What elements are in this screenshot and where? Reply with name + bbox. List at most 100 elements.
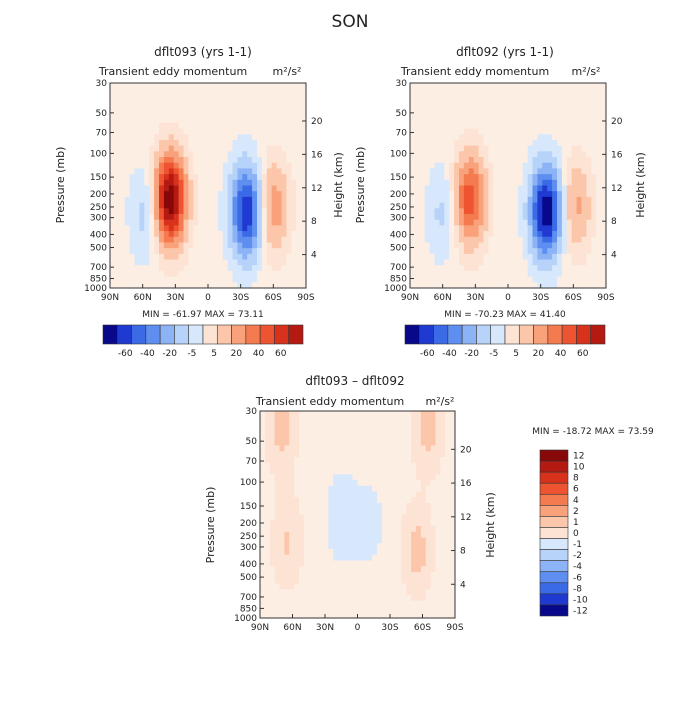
heatmap-cell	[242, 236, 248, 243]
heatmap-cell	[401, 491, 407, 498]
heatmap-cell	[377, 566, 383, 573]
heatmap-cell	[124, 253, 130, 260]
heatmap-cell	[198, 282, 204, 289]
heatmap-cell	[424, 231, 430, 238]
heatmap-cell	[257, 94, 263, 101]
heatmap-cell	[279, 451, 285, 458]
heatmap-cell	[561, 282, 568, 289]
heatmap-cell	[257, 270, 263, 278]
heatmap-cell	[414, 219, 421, 226]
heatmap-cell	[596, 282, 602, 289]
heatmap-cell	[163, 276, 170, 283]
heatmap-cell	[386, 583, 393, 590]
heatmap-cell	[503, 231, 509, 238]
heatmap-cell	[434, 157, 440, 164]
heatmap-cell	[406, 526, 412, 533]
heatmap-cell	[425, 566, 432, 573]
heatmap-cell	[508, 242, 514, 249]
heatmap-cell	[352, 468, 358, 475]
heatmap-cell	[269, 439, 276, 446]
heatmap-cell	[154, 117, 160, 124]
heatmap-cell	[450, 439, 456, 446]
heatmap-cell	[227, 253, 233, 260]
heatmap-cell	[323, 560, 329, 567]
heatmap-cell	[124, 100, 130, 107]
heatmap-cell	[183, 179, 189, 186]
heatmap-cell	[178, 219, 184, 226]
heatmap-cell	[381, 497, 388, 504]
heatmap-cell	[203, 282, 209, 289]
heatmap-cell	[381, 468, 388, 475]
heatmap-cell	[537, 174, 543, 181]
heatmap-cell	[542, 242, 548, 249]
heatmap-cell	[396, 462, 402, 469]
heatmap-cell	[424, 111, 430, 118]
heatmap-cell	[301, 88, 307, 95]
heatmap-cell	[445, 491, 451, 498]
heatmap-cell	[561, 105, 568, 112]
y-tick-label: 150	[390, 173, 407, 183]
heatmap-cell	[547, 100, 553, 107]
heatmap-cell	[377, 554, 383, 561]
heatmap-cell	[386, 589, 393, 596]
heatmap-cell	[414, 157, 421, 164]
heatmap-cell	[463, 174, 470, 181]
heatmap-cell	[532, 231, 538, 238]
heatmap-cell	[299, 583, 305, 590]
heatmap-cell	[168, 179, 175, 186]
heatmap-cell	[313, 526, 319, 533]
heatmap-cell	[296, 276, 302, 283]
y-tick-label: 200	[90, 190, 107, 200]
colorbar-label: -60	[420, 349, 435, 359]
heatmap-cell	[222, 88, 228, 95]
heatmap-cell	[129, 185, 135, 192]
heatmap-cell	[264, 411, 271, 418]
heatmap-cell	[527, 151, 533, 158]
heatmap-cell	[274, 543, 280, 550]
heatmap-cell	[260, 508, 266, 515]
heatmap-cell	[401, 457, 407, 464]
heatmap-cell	[110, 128, 116, 135]
heatmap-cell	[372, 531, 378, 538]
heatmap-cell	[242, 213, 248, 221]
heatmap-cell	[188, 276, 194, 283]
heatmap-cell	[512, 219, 519, 226]
heatmap-cell	[434, 179, 440, 186]
heatmap-cell	[459, 168, 465, 175]
heatmap-cell	[401, 439, 407, 446]
heatmap-cell	[527, 145, 533, 152]
heatmap-cell	[289, 428, 295, 435]
heatmap-cell	[410, 270, 416, 278]
heatmap-cell	[537, 236, 543, 243]
heatmap-cell	[473, 265, 479, 272]
heatmap-cell	[493, 248, 499, 255]
heatmap-cell	[478, 122, 484, 129]
heatmap-cell	[459, 219, 465, 226]
heatmap-cell	[308, 543, 315, 550]
heatmap-cell	[163, 196, 170, 203]
heatmap-cell	[281, 265, 287, 272]
heatmap-cell	[571, 236, 577, 243]
heatmap-cell	[308, 566, 315, 573]
heatmap-cell	[237, 111, 243, 118]
heatmap-cell	[601, 225, 607, 232]
heatmap-cell	[425, 428, 432, 435]
heatmap-cell	[257, 157, 263, 164]
heatmap-cell	[488, 231, 494, 238]
heatmap-cell	[232, 248, 238, 255]
heatmap-cell	[478, 213, 484, 221]
heatmap-cell	[419, 276, 426, 283]
heatmap-cell	[386, 554, 393, 561]
heatmap-cell	[372, 451, 378, 458]
heatmap-cell	[450, 554, 456, 561]
heatmap-cell	[284, 595, 290, 602]
heatmap-cell	[542, 100, 548, 107]
heatmap-cell	[522, 265, 528, 272]
heatmap-cell	[289, 434, 295, 441]
heatmap-cell	[478, 265, 484, 272]
heatmap-cell	[237, 88, 243, 95]
heatmap-cell	[459, 122, 465, 129]
heatmap-cell	[367, 566, 373, 573]
heatmap-cell	[503, 208, 509, 215]
heatmap-cell	[279, 612, 285, 619]
